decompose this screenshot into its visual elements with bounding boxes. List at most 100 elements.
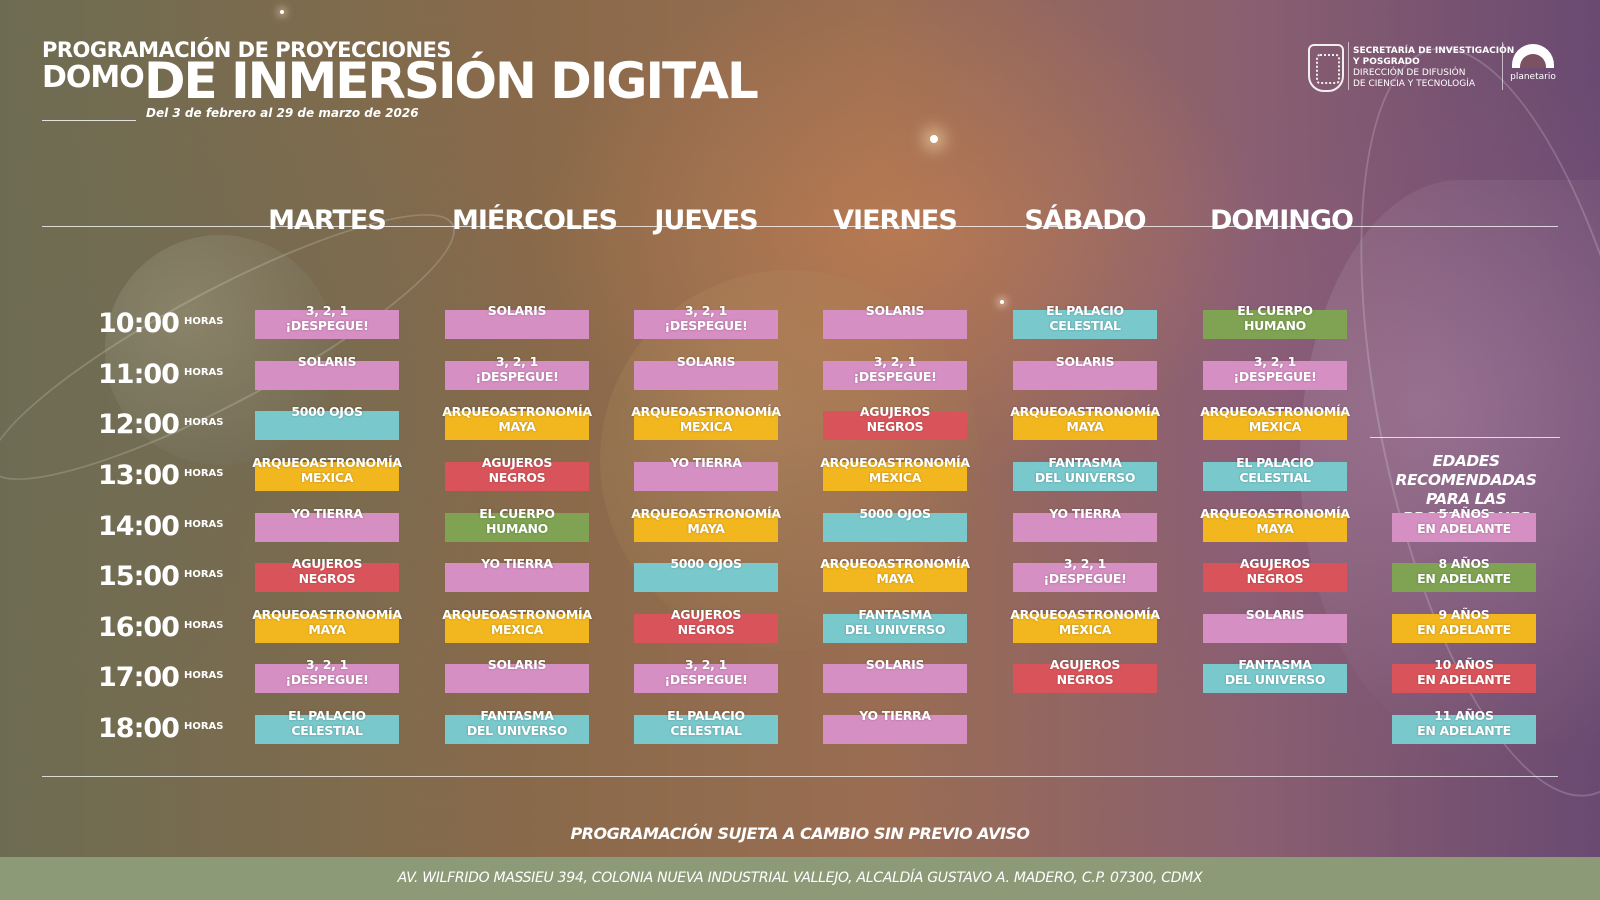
schedule-cell-label: SOLARIS xyxy=(1005,354,1165,369)
schedule-cell: AGUJEROS NEGROS xyxy=(255,556,399,592)
schedule-cell: AGUJEROS NEGROS xyxy=(634,607,778,643)
time-value: 15:00 xyxy=(98,561,180,592)
schedule-cell-label: SOLARIS xyxy=(815,303,975,318)
schedule-cell-label: EL PALACIO CELESTIAL xyxy=(1005,303,1165,333)
schedule-cell-label: SOLARIS xyxy=(815,657,975,672)
show-title-line: 3, 2, 1 xyxy=(684,657,728,672)
show-title-line: AGUJEROS xyxy=(1049,657,1121,672)
show-title-line: SOLARIS xyxy=(1055,354,1115,369)
age-badge: 8 AÑOS EN ADELANTE xyxy=(1392,556,1536,592)
footer-bar: AV. WILFRIDO MASSIEU 394, COLONIA NUEVA … xyxy=(0,857,1600,900)
schedule-cell-label: YO TIERRA xyxy=(247,506,407,521)
schedule-cell-label: EL PALACIO CELESTIAL xyxy=(1195,455,1355,485)
show-title-line: YO TIERRA xyxy=(1049,506,1121,521)
schedule-cell: YO TIERRA xyxy=(255,506,399,542)
schedule-cell-label: AGUJEROS NEGROS xyxy=(815,404,975,434)
show-title-line: EL CUERPO xyxy=(479,506,555,521)
show-title-line: FANTASMA xyxy=(480,708,554,723)
show-title-line: HUMANO xyxy=(485,521,548,536)
time-slot-label: 18:00 HORAS xyxy=(98,713,268,744)
schedule-cell: SOLARIS xyxy=(1203,607,1347,643)
show-title-line: SOLARIS xyxy=(865,303,925,318)
show-title-line: MAYA xyxy=(687,521,725,536)
schedule-cell-label: 5000 OJOS xyxy=(626,556,786,571)
show-title-line: SOLARIS xyxy=(865,657,925,672)
show-title-line: EL PALACIO xyxy=(1046,303,1124,318)
schedule-cell: 5000 OJOS xyxy=(634,556,778,592)
schedule-cell-label: YO TIERRA xyxy=(626,455,786,470)
logo-separator xyxy=(1502,42,1503,90)
show-title-line: 3, 2, 1 xyxy=(495,354,539,369)
show-title-line: FANTASMA xyxy=(1048,455,1122,470)
schedule-cell-label: ARQUEOASTRONOMÍA MAYA xyxy=(1195,506,1355,536)
schedule-cell-label: 3, 2, 1 ¡DESPEGUE! xyxy=(437,354,597,384)
footer-address: AV. WILFRIDO MASSIEU 394, COLONIA NUEVA … xyxy=(397,870,1203,886)
show-title-line: AGUJEROS xyxy=(670,607,742,622)
ages-title-line: EDADES RECOMENDADAS xyxy=(1395,452,1537,489)
show-title-line: EL CUERPO xyxy=(1237,303,1313,318)
show-title-line: ARQUEOASTRONOMÍA xyxy=(820,556,970,571)
time-value: 11:00 xyxy=(98,359,180,390)
schedule-cell: ARQUEOASTRONOMÍA MEXICA xyxy=(820,455,970,491)
time-value: 14:00 xyxy=(98,511,180,542)
day-header-0: MARTES xyxy=(252,205,402,236)
schedule-cell: ARQUEOASTRONOMÍA MAYA xyxy=(252,607,402,643)
show-title-line: NEGROS xyxy=(1056,672,1114,687)
show-title-line: DEL UNIVERSO xyxy=(466,723,568,738)
show-title-line: AGUJEROS xyxy=(291,556,363,571)
schedule-cell: 3, 2, 1 ¡DESPEGUE! xyxy=(634,303,778,339)
show-title-line: MEXICA xyxy=(300,470,354,485)
schedule-cell: AGUJEROS NEGROS xyxy=(445,455,589,491)
schedule-cell: 5000 OJOS xyxy=(255,404,399,440)
show-title-line: NEGROS xyxy=(298,571,356,586)
schedule-cell: SOLARIS xyxy=(255,354,399,390)
schedule-cell-label: YO TIERRA xyxy=(437,556,597,571)
ipn-seal-logo xyxy=(1308,44,1344,92)
show-title-line: ¡DESPEGUE! xyxy=(285,672,369,687)
time-unit: HORAS xyxy=(183,620,224,631)
schedule-cell: AGUJEROS NEGROS xyxy=(823,404,967,440)
time-value: 12:00 xyxy=(98,409,180,440)
show-title-line: MEXICA xyxy=(679,419,733,434)
schedule-cell: YO TIERRA xyxy=(1013,506,1157,542)
show-title-line: ¡DESPEGUE! xyxy=(1233,369,1317,384)
show-title-line: NEGROS xyxy=(866,419,924,434)
time-unit: HORAS xyxy=(183,519,224,530)
schedule-cell-label: ARQUEOASTRONOMÍA MEXICA xyxy=(247,455,407,485)
show-title-line: 3, 2, 1 xyxy=(1253,354,1297,369)
schedule-cell-label: 3, 2, 1 ¡DESPEGUE! xyxy=(247,657,407,687)
schedule-cell: SOLARIS xyxy=(1013,354,1157,390)
schedule-cell: 3, 2, 1 ¡DESPEGUE! xyxy=(445,354,589,390)
schedule-cell-label: FANTASMA DEL UNIVERSO xyxy=(1005,455,1165,485)
show-title-line: ARQUEOASTRONOMÍA xyxy=(252,607,402,622)
schedule-cell-label: YO TIERRA xyxy=(1005,506,1165,521)
schedule-cell: ARQUEOASTRONOMÍA MAYA xyxy=(1010,404,1160,440)
schedule-cell-label: ARQUEOASTRONOMÍA MAYA xyxy=(1005,404,1165,434)
time-unit: HORAS xyxy=(183,721,224,732)
show-title-line: ARQUEOASTRONOMÍA xyxy=(1200,404,1350,419)
show-title-line: CELESTIAL xyxy=(1049,318,1121,333)
star-decoration xyxy=(930,135,938,143)
schedule-cell: 3, 2, 1 ¡DESPEGUE! xyxy=(634,657,778,693)
schedule-cell-label: ARQUEOASTRONOMÍA MAYA xyxy=(815,556,975,586)
time-slot-label: 14:00 HORAS xyxy=(98,511,268,542)
institution-line: DIRECCIÓN DE DIFUSIÓN xyxy=(1353,68,1466,78)
time-slot-label: 17:00 HORAS xyxy=(98,662,268,693)
schedule-cell: 5000 OJOS xyxy=(823,506,967,542)
schedule-cell: SOLARIS xyxy=(823,657,967,693)
schedule-cell: 3, 2, 1 ¡DESPEGUE! xyxy=(1203,354,1347,390)
show-title-line: ¡DESPEGUE! xyxy=(853,369,937,384)
schedule-cell: FANTASMA DEL UNIVERSO xyxy=(445,708,589,744)
schedule-cell-label: SOLARIS xyxy=(437,303,597,318)
show-title-line: MEXICA xyxy=(1248,419,1302,434)
schedule-cell: ARQUEOASTRONOMÍA MEXICA xyxy=(252,455,402,491)
show-title-line: EL PALACIO xyxy=(667,708,745,723)
institution-text: SECRETARÍA DE INVESTIGACIÓN Y POSGRADO D… xyxy=(1353,46,1514,90)
schedule-cell: ARQUEOASTRONOMÍA MEXICA xyxy=(442,607,592,643)
schedule-cell-label: FANTASMA DEL UNIVERSO xyxy=(437,708,597,738)
show-title-line: ARQUEOASTRONOMÍA xyxy=(252,455,402,470)
show-title-line: ARQUEOASTRONOMÍA xyxy=(1010,404,1160,419)
schedule-cell-label: AGUJEROS NEGROS xyxy=(247,556,407,586)
show-title-line: AGUJEROS xyxy=(1239,556,1311,571)
schedule-cell-label: 5000 OJOS xyxy=(247,404,407,419)
